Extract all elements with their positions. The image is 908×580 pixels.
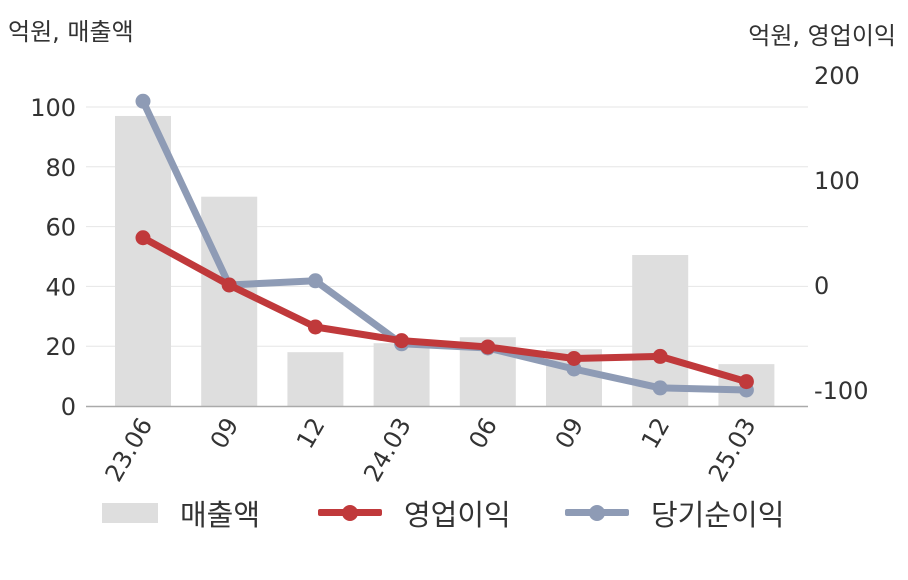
operating-profit-point: [394, 333, 410, 349]
x-tick-label: 09: [205, 413, 245, 453]
left-axis-unit-label: 억원, 매출액: [8, 18, 134, 46]
operating-profit-point: [221, 277, 237, 293]
operating-profit-point: [652, 348, 668, 364]
legend-item-revenue: 매출액: [102, 488, 260, 538]
legend-swatch-net-income: [565, 503, 629, 523]
revenue-bar: [287, 352, 344, 406]
x-tick-label: 12: [636, 413, 676, 453]
left-tick-label: 80: [45, 154, 76, 182]
x-tick-label: 25.03: [703, 413, 762, 487]
right-tick-label: 100: [814, 167, 860, 195]
operating-profit-point: [738, 374, 754, 390]
revenue-bar: [373, 343, 430, 406]
gridlines: [86, 106, 808, 347]
left-tick-label: 20: [45, 333, 76, 361]
x-tick-label: 12: [291, 413, 331, 453]
operating-profit-point: [566, 351, 582, 366]
revenue-bar: [201, 196, 258, 406]
left-tick-label: 0: [61, 393, 76, 421]
operating-profit-point: [307, 319, 323, 335]
x-tick-label: 23.06: [100, 413, 159, 487]
right-tick-label: 200: [814, 62, 860, 90]
net-income-point: [307, 273, 323, 289]
right-tick-label: -100: [814, 377, 868, 405]
right-axis-unit-label: 억원, 영업이익: [748, 22, 896, 50]
x-tick-label: 06: [463, 413, 503, 453]
line-series: [135, 93, 754, 398]
revenue-bars: [115, 115, 775, 406]
net-income-point: [566, 361, 582, 377]
net-income-point: [652, 380, 668, 396]
x-tick-label: 09: [550, 413, 590, 453]
legend-swatch-revenue: [102, 503, 158, 523]
legend-label-revenue: 매출액: [180, 498, 261, 532]
left-tick-label: 40: [45, 273, 76, 301]
legend-swatch-operating-profit: [318, 503, 382, 523]
net-income-point: [135, 93, 151, 109]
legend-item-net-income: 당기순이익: [565, 488, 784, 538]
x-tick-label: 24.03: [358, 413, 417, 487]
legend-label-operating-profit: 영업이익: [404, 498, 511, 532]
operating-profit-line: [139, 234, 750, 386]
right-tick-label: 0: [814, 272, 829, 300]
legend: 매출액 영업이익 당기순이익: [0, 488, 908, 538]
legend-item-operating-profit: 영업이익: [318, 488, 511, 538]
operating-profit-point: [135, 230, 151, 246]
left-tick-label: 60: [45, 214, 76, 242]
left-tick-label: 100: [30, 94, 76, 122]
legend-label-net-income: 당기순이익: [651, 498, 785, 532]
revenue-bar: [115, 115, 171, 406]
operating-profit-point: [480, 339, 496, 355]
